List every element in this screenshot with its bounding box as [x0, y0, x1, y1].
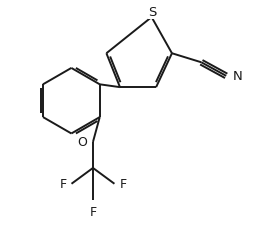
- Text: S: S: [149, 6, 157, 19]
- Text: F: F: [119, 178, 126, 190]
- Text: O: O: [77, 136, 87, 149]
- Text: N: N: [232, 70, 242, 83]
- Text: F: F: [59, 178, 67, 190]
- Text: F: F: [90, 205, 96, 218]
